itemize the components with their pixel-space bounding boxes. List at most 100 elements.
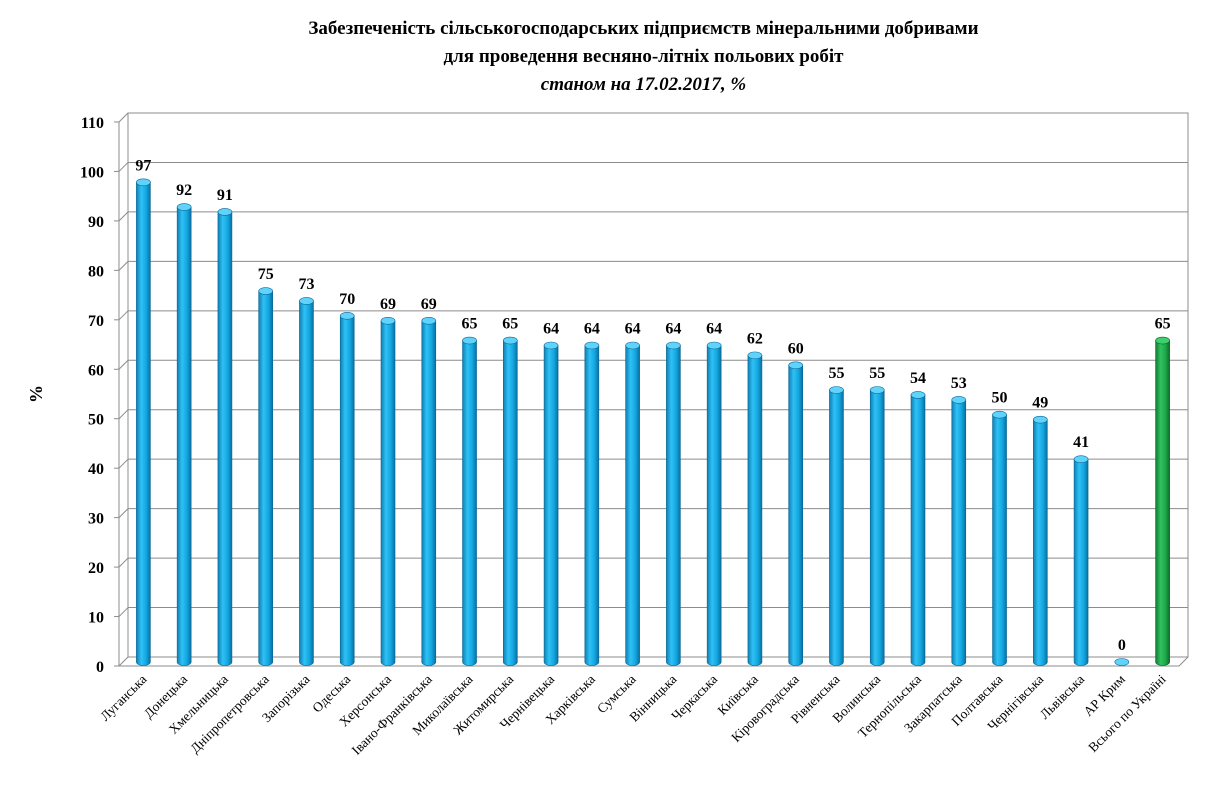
bar-top bbox=[829, 386, 844, 394]
bar bbox=[217, 208, 233, 666]
bars bbox=[136, 178, 1170, 666]
bar-top bbox=[747, 351, 763, 360]
bar-top bbox=[217, 208, 233, 216]
bar bbox=[869, 386, 885, 666]
bar bbox=[299, 297, 314, 666]
bar-body bbox=[666, 345, 681, 666]
bar-body bbox=[829, 389, 844, 666]
bar-top bbox=[339, 312, 355, 320]
data-label: 62 bbox=[747, 330, 763, 347]
bar-top bbox=[788, 361, 803, 370]
y-tick-label: 0 bbox=[96, 659, 104, 676]
bar-body bbox=[462, 340, 477, 666]
data-label: 69 bbox=[380, 296, 396, 313]
gridline-side bbox=[118, 310, 129, 321]
bar-top bbox=[1073, 455, 1089, 464]
chart-subtitle: станом на 17.02.2017, % bbox=[540, 74, 747, 95]
bar-body bbox=[788, 364, 803, 666]
bar bbox=[1114, 658, 1130, 666]
data-label: 55 bbox=[869, 365, 885, 382]
bar-top bbox=[258, 287, 273, 295]
bar-top bbox=[176, 203, 192, 211]
bar-top bbox=[910, 391, 926, 399]
bar-body bbox=[543, 345, 559, 666]
data-label: 64 bbox=[543, 320, 559, 337]
gridline-side bbox=[118, 656, 129, 667]
bar-body bbox=[258, 290, 273, 666]
data-label: 70 bbox=[339, 291, 355, 308]
bar bbox=[992, 410, 1007, 666]
bar-body bbox=[747, 355, 763, 666]
data-label: 92 bbox=[176, 182, 192, 199]
y-tick-label: 80 bbox=[88, 263, 104, 280]
y-tick-label: 110 bbox=[81, 115, 104, 132]
bar-body bbox=[136, 181, 151, 666]
y-tick-label: 40 bbox=[88, 461, 104, 478]
data-label: 64 bbox=[584, 320, 600, 337]
bar-body bbox=[1033, 419, 1048, 666]
bar-total-top bbox=[1155, 336, 1170, 345]
bar bbox=[339, 312, 355, 666]
data-label: 64 bbox=[706, 320, 722, 337]
bar bbox=[829, 386, 844, 666]
gridline-side bbox=[118, 162, 129, 172]
data-label: 53 bbox=[951, 375, 967, 392]
bar bbox=[951, 396, 967, 666]
bar bbox=[380, 316, 396, 666]
bar-top bbox=[136, 178, 151, 187]
bar bbox=[462, 336, 477, 666]
gridline-side bbox=[118, 409, 129, 420]
bar-body bbox=[910, 394, 926, 666]
gridline-side bbox=[118, 112, 129, 123]
bar-top bbox=[543, 341, 559, 350]
y-tick-label: 60 bbox=[88, 362, 104, 379]
data-label: 60 bbox=[788, 340, 804, 357]
data-label: 50 bbox=[992, 390, 1008, 407]
data-label: 64 bbox=[625, 320, 641, 337]
bar bbox=[584, 341, 600, 666]
y-tick-label: 90 bbox=[88, 214, 104, 231]
gridline-side bbox=[118, 557, 129, 568]
bar-top bbox=[421, 316, 437, 325]
data-label: 54 bbox=[910, 370, 926, 387]
bar-body bbox=[503, 340, 518, 666]
gridline-side bbox=[118, 211, 129, 222]
bar bbox=[258, 287, 273, 666]
bar-body bbox=[421, 320, 437, 666]
gridline-side bbox=[118, 607, 129, 617]
data-label: 65 bbox=[1155, 316, 1171, 333]
y-tick-label: 20 bbox=[88, 560, 104, 577]
data-label: 69 bbox=[421, 296, 437, 313]
bar bbox=[666, 341, 681, 666]
bar bbox=[747, 351, 763, 666]
bar-body bbox=[625, 345, 640, 666]
y-tick-label: 10 bbox=[88, 610, 104, 627]
chart-title-line-2: для проведення весняно-літніх польових р… bbox=[443, 46, 844, 67]
bar-top bbox=[992, 410, 1007, 419]
bar-body bbox=[951, 399, 967, 666]
bar-body bbox=[706, 345, 722, 666]
y-tick-label: 30 bbox=[88, 511, 104, 528]
bar bbox=[421, 316, 437, 666]
bar-body bbox=[299, 300, 314, 666]
bar-top bbox=[584, 341, 600, 350]
bar-body bbox=[992, 414, 1007, 666]
bar-body bbox=[217, 211, 233, 666]
y-tick-label: 50 bbox=[88, 412, 104, 429]
data-label: 49 bbox=[1032, 395, 1048, 412]
bar bbox=[503, 336, 518, 666]
bar-top bbox=[666, 341, 681, 350]
bar-top bbox=[299, 297, 314, 305]
y-tick-label: 70 bbox=[88, 313, 104, 330]
bar bbox=[788, 361, 803, 666]
bar-body bbox=[380, 320, 396, 666]
data-label: 55 bbox=[828, 365, 844, 382]
bar-body bbox=[339, 315, 355, 666]
grid bbox=[114, 112, 1189, 667]
bar-body bbox=[584, 345, 600, 666]
bar bbox=[1073, 455, 1089, 666]
bar-top bbox=[706, 341, 722, 350]
bar bbox=[543, 341, 559, 666]
data-label: 97 bbox=[135, 157, 151, 174]
